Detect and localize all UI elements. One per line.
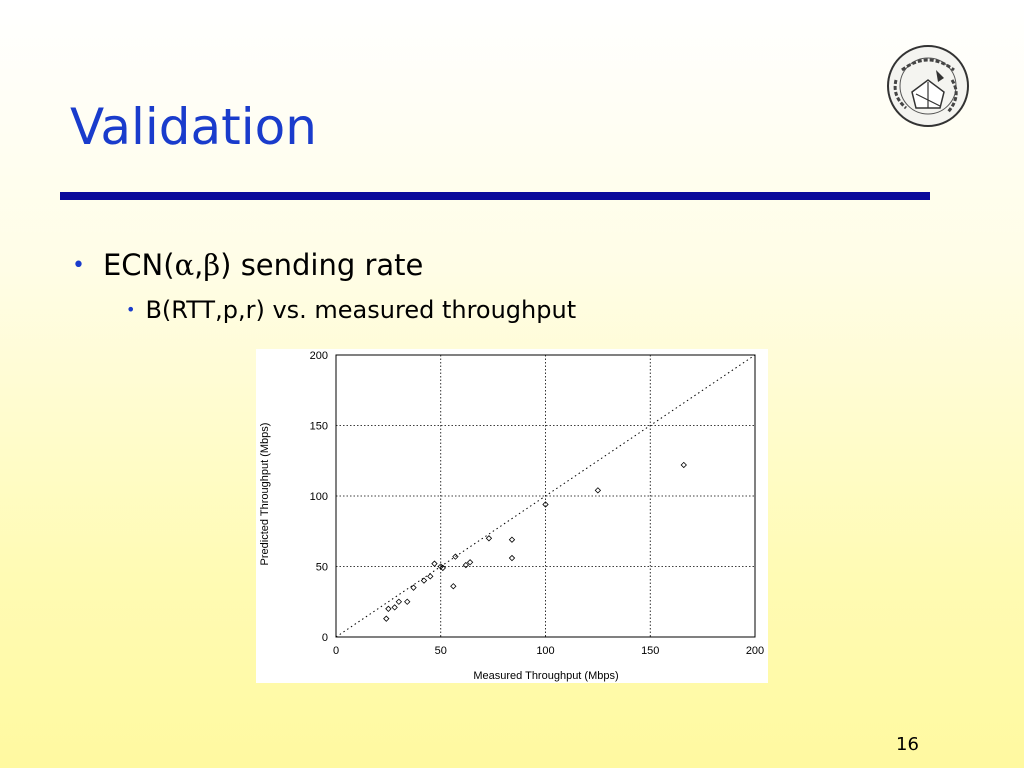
page-number: 16 bbox=[896, 734, 919, 755]
sub-bullet-text: B(RTT,p,r) vs. measured throughput bbox=[145, 296, 577, 324]
data-point bbox=[385, 605, 392, 612]
y-tick-label: 150 bbox=[310, 421, 328, 433]
y-axis-label: Predicted Throughput (Mbps) bbox=[259, 423, 271, 566]
data-point bbox=[383, 615, 390, 622]
scatter-plot-panel: 0 50 100 150 200 0 50 100 150 200 Measured Throug… bbox=[256, 349, 768, 683]
x-tick-label: 100 bbox=[536, 645, 554, 657]
x-tick-label: 50 bbox=[435, 645, 447, 657]
data-point bbox=[508, 554, 516, 562]
title-divider bbox=[60, 192, 930, 200]
x-tick-label: 200 bbox=[746, 645, 764, 657]
x-axis-label: Measured Throughput (Mbps) bbox=[473, 670, 618, 682]
plot-frame bbox=[335, 354, 756, 638]
sub-bullet-dot-icon: • bbox=[126, 300, 136, 319]
y-tick-label: 50 bbox=[316, 562, 328, 574]
data-point bbox=[462, 561, 470, 569]
data-point bbox=[508, 536, 516, 543]
data-point bbox=[431, 560, 438, 567]
y-tick-label: 100 bbox=[310, 491, 328, 503]
reference-line-y-equals-x bbox=[335, 354, 756, 638]
data-point bbox=[410, 584, 417, 591]
bullet-1-prefix: ECN( bbox=[102, 248, 175, 282]
x-tick-label: 0 bbox=[333, 645, 339, 657]
data-point bbox=[450, 583, 457, 590]
data-point bbox=[404, 598, 411, 605]
beta-symbol: β bbox=[203, 248, 221, 282]
bullet-1-comma: , bbox=[194, 248, 204, 282]
data-point bbox=[420, 577, 428, 584]
data-point bbox=[395, 598, 403, 605]
data-point bbox=[594, 487, 602, 494]
data-point bbox=[391, 604, 398, 611]
throughput-scatter-chart: 0 50 100 150 200 0 50 100 150 200 Measured Throug… bbox=[259, 350, 764, 682]
data-point bbox=[427, 573, 434, 580]
data-point bbox=[680, 461, 687, 469]
slide-title: Validation bbox=[70, 98, 317, 156]
alpha-symbol: α bbox=[174, 248, 195, 282]
data-point bbox=[542, 501, 549, 508]
bullet-1-suffix: ) sending rate bbox=[220, 248, 424, 282]
data-point bbox=[466, 559, 474, 566]
data-point bbox=[439, 564, 447, 572]
data-point bbox=[452, 553, 459, 560]
y-tick-label: 200 bbox=[310, 350, 328, 362]
bullet-dot-icon: • bbox=[72, 253, 85, 278]
sub-bullet-brtt: • B(RTT,p,r) vs. measured throughput bbox=[126, 296, 576, 324]
y-tick-label: 0 bbox=[322, 632, 328, 644]
x-tick-label: 150 bbox=[641, 645, 659, 657]
data-point bbox=[485, 535, 493, 542]
bullet-ecn-sending-rate: • ECN(α,β) sending rate bbox=[72, 248, 423, 282]
university-seal-icon bbox=[882, 40, 974, 132]
